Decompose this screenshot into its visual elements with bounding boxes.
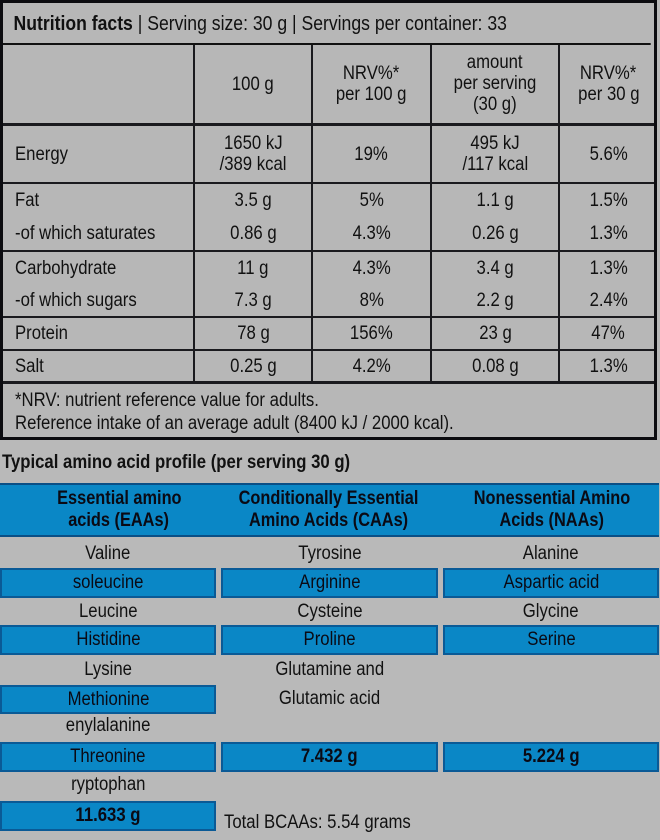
caa-item: Glutamine and <box>275 658 384 680</box>
sugars-per-100g: 7.3 g <box>234 289 272 311</box>
salt-per-100g: 0.25 g <box>229 355 277 377</box>
saturates-nrv-100g: 4.3% <box>352 223 391 244</box>
eaa-item: Leucine <box>78 600 138 622</box>
carbohydrate-per-serving: 3.4 g <box>476 257 514 279</box>
naa-total: 5.224 g <box>443 742 659 772</box>
carbohydrate-nrv-30g: 1.3% <box>589 257 628 279</box>
fat-per-100g: 3.5 g <box>234 190 272 211</box>
fat-nrv-100g: 5% <box>359 190 384 211</box>
saturates-per-serving: 0.26 g <box>471 223 519 244</box>
caa-item: Cysteine <box>296 600 363 622</box>
nutrition-title-bold: Nutrition facts <box>13 13 133 35</box>
sugars-nrv-30g: 2.4% <box>589 289 628 311</box>
naa-item: Aspartic acid <box>443 568 659 598</box>
caa-item: Tyrosine <box>297 542 362 564</box>
eaa-item: Lysine <box>84 658 132 680</box>
footnote-line-1: *NRV: nutrient reference value for adult… <box>15 390 319 411</box>
row-divider <box>3 123 654 126</box>
protein-per-serving: 23 g <box>478 323 512 344</box>
salt-per-serving: 0.08 g <box>471 355 519 377</box>
row-divider <box>3 316 654 318</box>
row-label-fat: Fat <box>15 190 40 211</box>
eaa-item: Histidine <box>0 625 216 655</box>
saturates-nrv-30g: 1.3% <box>589 223 628 244</box>
naa-item: Glycine <box>523 600 579 622</box>
row-label-salt: Salt <box>15 355 44 377</box>
energy-per-100g: 1650 kJ/389 kcal <box>219 133 287 175</box>
sugars-per-serving: 2.2 g <box>476 289 514 311</box>
header-per-100g: 100 g <box>232 73 274 95</box>
amino-header-row: Essential amino acids (EAAs) Conditionall… <box>0 483 659 537</box>
energy-per-serving: 495 kJ/117 kcal <box>462 133 528 175</box>
fat-per-serving: 1.1 g <box>476 190 514 211</box>
eaa-total: 11.633 g <box>0 801 216 831</box>
header-nrv-100g: NRV%* per 100 g <box>336 63 407 105</box>
row-divider <box>3 381 654 384</box>
eaa-item: enylalanine <box>65 715 151 736</box>
naa-item: Serine <box>443 625 659 655</box>
caa-total: 7.432 g <box>221 742 438 772</box>
row-label-protein: Protein <box>15 323 68 344</box>
caa-item: Proline <box>221 625 438 655</box>
eaa-item: Methionine <box>0 685 216 714</box>
salt-nrv-30g: 1.3% <box>589 355 628 377</box>
header-conditionally-essential: Conditionally Essential Amino Acids (CAAs… <box>239 488 419 531</box>
row-label-saturates: -of which saturates <box>15 223 156 244</box>
sugars-nrv-100g: 8% <box>359 289 384 311</box>
energy-nrv-30g: 5.6% <box>589 143 628 165</box>
header-essential-amino-acids: Essential amino acids (EAAs) <box>56 488 182 531</box>
column-divider <box>193 45 195 384</box>
protein-per-100g: 78 g <box>236 323 270 344</box>
total-bcaas: Total BCAAs: 5.54 grams <box>224 812 411 833</box>
column-divider <box>430 45 432 384</box>
row-label-carbohydrate: Carbohydrate <box>15 257 117 279</box>
header-nrv-30g: NRV%* per 30 g <box>577 63 640 105</box>
energy-nrv-100g: 19% <box>354 143 389 165</box>
footnote-line-2: Reference intake of an average adult (84… <box>15 413 454 434</box>
protein-nrv-100g: 156% <box>350 323 393 344</box>
nutrition-facts-table: Nutrition facts | Serving size: 30 g | S… <box>0 0 657 440</box>
caa-item: Glutamic acid <box>278 687 381 709</box>
row-divider <box>3 250 654 252</box>
salt-nrv-100g: 4.2% <box>352 355 391 377</box>
fat-nrv-30g: 1.5% <box>589 190 628 211</box>
serving-info: | Serving size: 30 g | Servings per cont… <box>132 13 507 35</box>
saturates-per-100g: 0.86 g <box>229 223 277 244</box>
header-per-serving: amount per serving (30 g) <box>453 51 537 115</box>
column-divider <box>558 45 560 384</box>
header-nonessential: Nonessential Amino Acids (NAAs) <box>473 488 631 531</box>
row-divider <box>3 182 654 184</box>
nutrition-title: Nutrition facts | Serving size: 30 g | S… <box>3 3 651 45</box>
amino-profile-title: Typical amino acid profile (per serving … <box>2 452 351 473</box>
protein-nrv-30g: 47% <box>591 323 626 344</box>
row-label-energy: Energy <box>15 143 68 165</box>
eaa-item: Valine <box>85 542 131 564</box>
nrv-footnote: *NRV: nutrient reference value for adult… <box>3 385 654 440</box>
caa-item: Arginine <box>221 568 438 598</box>
row-divider <box>3 349 654 351</box>
carbohydrate-nrv-100g: 4.3% <box>352 257 391 279</box>
column-divider <box>311 45 313 384</box>
eaa-item: soleucine <box>0 568 216 598</box>
naa-item: Alanine <box>523 542 579 564</box>
carbohydrate-per-100g: 11 g <box>237 257 269 279</box>
row-label-sugars: -of which sugars <box>15 289 137 311</box>
eaa-item: ryptophan <box>70 774 146 795</box>
eaa-item: Threonine <box>0 742 216 772</box>
